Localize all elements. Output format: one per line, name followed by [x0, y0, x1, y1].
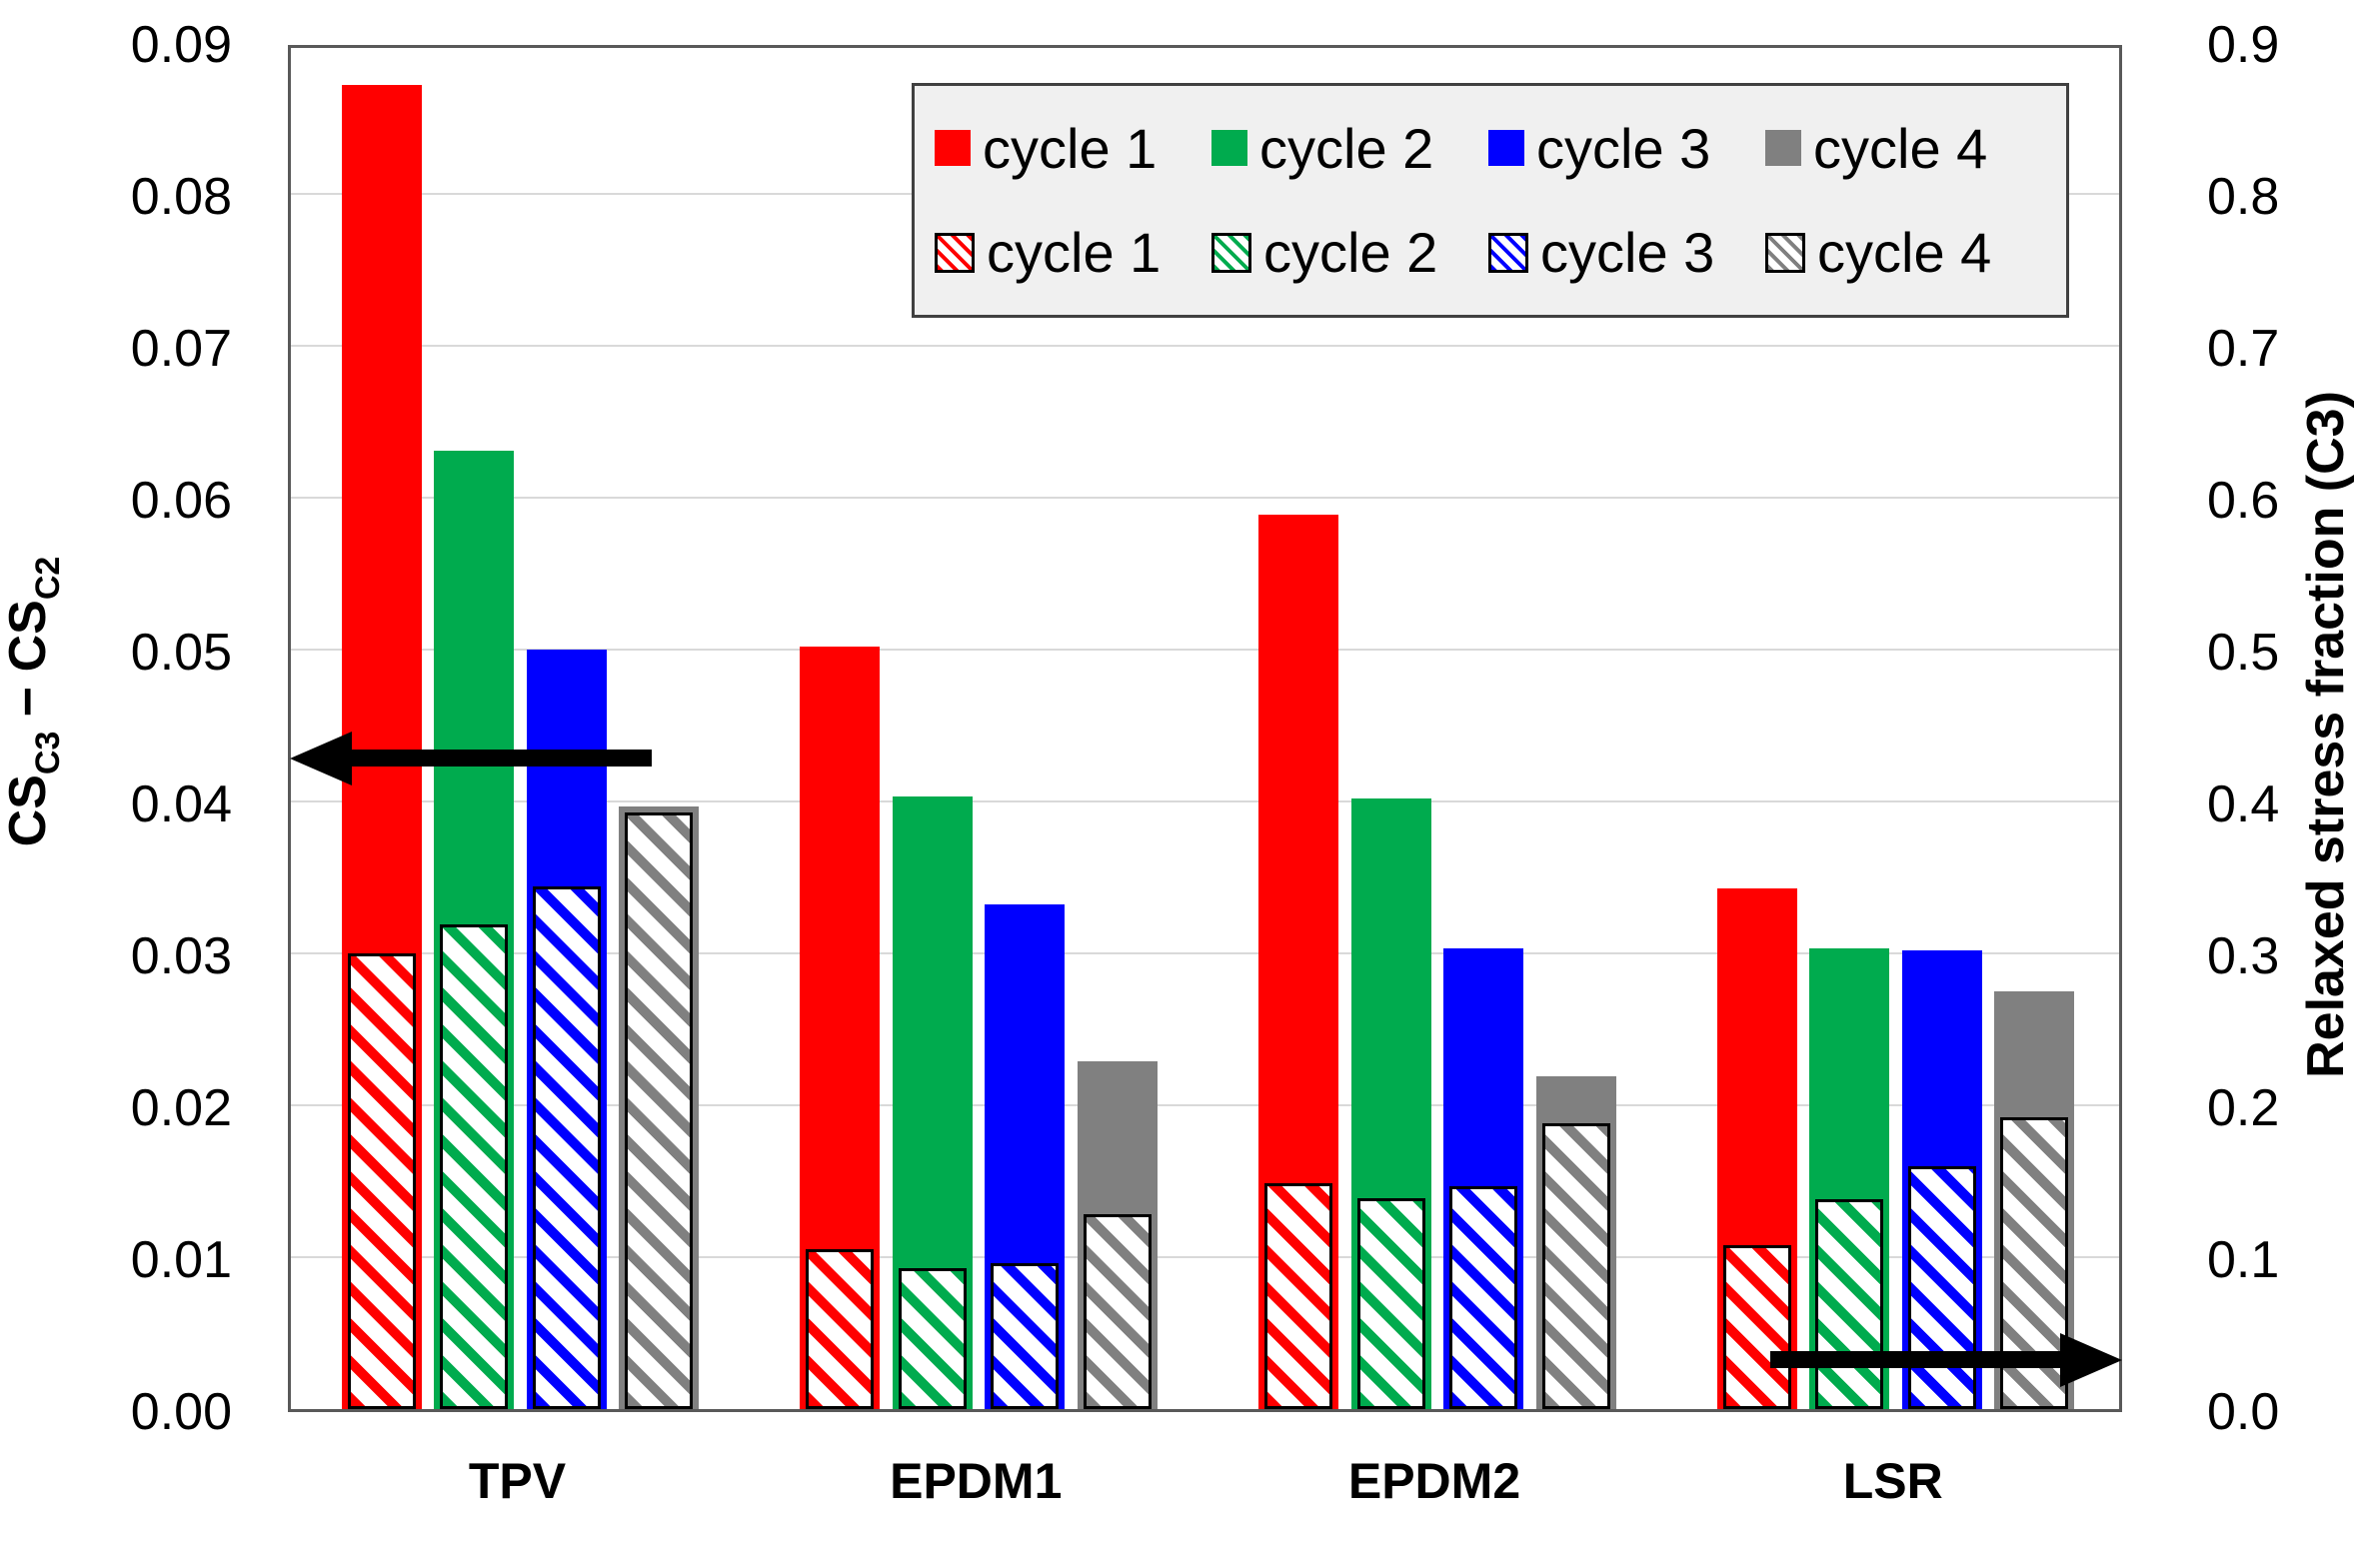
- left-tick-label: 0.06: [130, 472, 232, 530]
- legend-item-hatched-cycle-2: cycle 2: [1211, 220, 1488, 285]
- right-tick-label: 0.2: [2207, 1079, 2280, 1137]
- legend-label: cycle 3: [1536, 116, 1711, 180]
- legend-item-hatched-cycle-1: cycle 1: [935, 220, 1211, 285]
- right-tick-label: 0.1: [2207, 1231, 2280, 1289]
- legend: cycle 1 cycle 2 cycle 3 cycle 4 cycle 1 cycl…: [912, 83, 2069, 318]
- left-tick-label: 0.09: [130, 16, 232, 74]
- right-axis-arrow-shaft: [1770, 1351, 2062, 1368]
- hatched-bar-TPV-cycle4: [625, 811, 694, 1409]
- hatched-bar-LSR-cycle1: [1722, 1244, 1791, 1409]
- hatched-bar-TPV-cycle1: [347, 953, 416, 1409]
- solid-swatch-icon: [935, 130, 971, 167]
- legend-label: cycle 1: [987, 221, 1162, 285]
- legend-label: cycle 2: [1259, 116, 1434, 180]
- solid-swatch-icon: [1765, 130, 1801, 167]
- hatched-bar-EPDM1-cycle1: [806, 1249, 875, 1409]
- right-tick-label: 0.8: [2207, 168, 2280, 226]
- left-tick-label: 0.04: [130, 775, 232, 833]
- legend-row-hatched: cycle 1 cycle 2 cycle 3 cycle 4: [935, 220, 2046, 285]
- gridline: [291, 345, 2119, 347]
- hatched-bar-TPV-cycle3: [532, 886, 601, 1409]
- right-tick-label: 0.9: [2207, 16, 2280, 74]
- left-axis-title-cs1: CS: [0, 774, 57, 847]
- left-axis-title-sub1: C3: [29, 731, 67, 775]
- hatched-bar-TPV-cycle2: [440, 924, 509, 1409]
- left-tick-label: 0.08: [130, 168, 232, 226]
- hatched-bar-EPDM2-cycle1: [1264, 1182, 1333, 1409]
- left-tick-label: 0.01: [130, 1231, 232, 1289]
- legend-item-solid-cycle-4: cycle 4: [1765, 116, 2042, 181]
- gridline: [291, 1104, 2119, 1106]
- left-axis-arrow-shaft: [343, 750, 652, 767]
- hatched-bar-LSR-cycle3: [1907, 1165, 1976, 1409]
- left-axis-title-sub2: C2: [29, 556, 67, 601]
- hatched-swatch-icon: [1765, 232, 1805, 273]
- hatched-swatch-icon: [1211, 232, 1251, 273]
- right-tick-label: 0.4: [2207, 775, 2280, 833]
- hatched-bar-EPDM1-cycle4: [1083, 1214, 1152, 1409]
- left-tick-label: 0.07: [130, 320, 232, 378]
- legend-item-hatched-cycle-4: cycle 4: [1765, 220, 2042, 285]
- left-tick-label: 0.05: [130, 624, 232, 682]
- solid-swatch-icon: [1211, 130, 1247, 167]
- gridline: [291, 1256, 2119, 1258]
- hatched-bar-EPDM2-cycle2: [1356, 1197, 1425, 1409]
- left-axis-title-minus: −: [0, 672, 57, 732]
- legend-label: cycle 4: [1813, 116, 1988, 180]
- category-label-EPDM1: EPDM1: [890, 1453, 1063, 1509]
- right-tick-label: 0.7: [2207, 320, 2280, 378]
- left-axis-title: CSC3 − CSC2: [0, 402, 88, 1001]
- hatched-bar-EPDM1-cycle3: [991, 1263, 1060, 1409]
- right-axis-title: Relaxed stress fraction (C3): [2297, 391, 2355, 1078]
- left-axis-arrow-head-icon: [290, 732, 352, 785]
- right-axis-arrow-head-icon: [2060, 1333, 2122, 1387]
- gridline: [291, 497, 2119, 499]
- legend-item-solid-cycle-3: cycle 3: [1488, 116, 1765, 181]
- category-label-LSR: LSR: [1842, 1453, 1943, 1509]
- gridline: [291, 952, 2119, 954]
- legend-label: cycle 1: [983, 116, 1158, 180]
- right-tick-label: 0.5: [2207, 624, 2280, 682]
- gridline: [291, 649, 2119, 651]
- legend-item-hatched-cycle-3: cycle 3: [1488, 220, 1765, 285]
- right-tick-label: 0.6: [2207, 472, 2280, 530]
- legend-label: cycle 2: [1263, 221, 1438, 285]
- category-label-TPV: TPV: [468, 1453, 567, 1509]
- hatched-swatch-icon: [935, 232, 975, 273]
- legend-row-solid: cycle 1 cycle 2 cycle 3 cycle 4: [935, 116, 2046, 181]
- legend-label: cycle 3: [1540, 221, 1715, 285]
- right-tick-label: 0.3: [2207, 927, 2280, 985]
- hatched-bar-EPDM1-cycle2: [898, 1267, 967, 1409]
- left-tick-label: 0.02: [130, 1079, 232, 1137]
- hatched-bar-EPDM2-cycle4: [1541, 1123, 1610, 1409]
- left-tick-label: 0.00: [130, 1383, 232, 1441]
- left-axis-title-cs2: CS: [0, 600, 57, 673]
- category-label-EPDM2: EPDM2: [1347, 1453, 1521, 1509]
- hatched-bar-LSR-cycle2: [1815, 1199, 1884, 1409]
- right-tick-label: 0.0: [2207, 1383, 2280, 1441]
- hatched-swatch-icon: [1488, 232, 1528, 273]
- left-tick-label: 0.03: [130, 927, 232, 985]
- legend-item-solid-cycle-1: cycle 1: [935, 116, 1211, 181]
- legend-item-solid-cycle-2: cycle 2: [1211, 116, 1488, 181]
- gridline: [291, 800, 2119, 802]
- legend-label: cycle 4: [1817, 221, 1992, 285]
- hatched-bar-EPDM2-cycle3: [1449, 1185, 1518, 1409]
- solid-swatch-icon: [1488, 130, 1524, 167]
